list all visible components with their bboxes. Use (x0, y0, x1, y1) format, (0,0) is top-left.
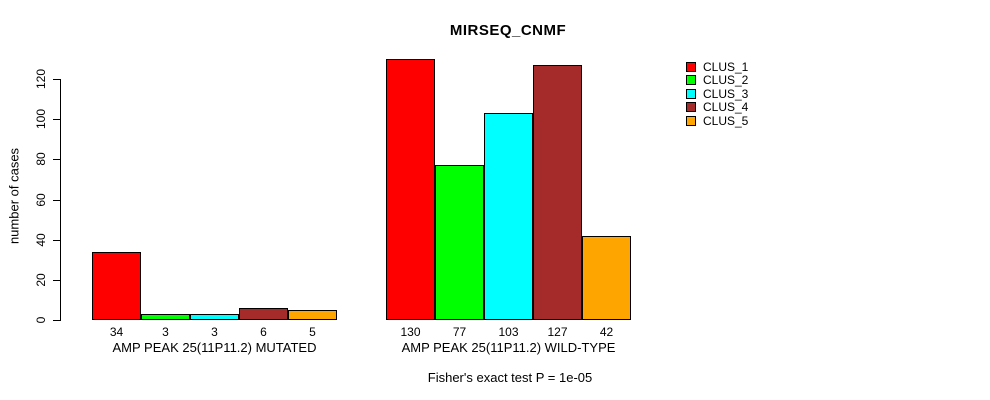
bar-value-label: 3 (211, 325, 218, 339)
y-tick-mark (53, 119, 60, 120)
bar-value-label: 3 (162, 325, 169, 339)
y-tick-label: 0 (34, 316, 48, 324)
bar-clus_1-group2 (386, 59, 435, 320)
bar-clus_5-group1 (288, 310, 337, 320)
y-axis-line (60, 79, 61, 321)
bar-clus_5-group2 (582, 236, 631, 320)
bar-clus_4-group1 (239, 308, 288, 320)
fisher-test-caption: Fisher's exact test P = 1e-05 (427, 370, 593, 385)
legend-label: CLUS_4 (703, 100, 749, 115)
y-tick-label: 20 (34, 273, 48, 287)
y-tick-mark (53, 240, 60, 241)
bar-clus_3-group1 (190, 314, 239, 320)
y-tick-mark (53, 280, 60, 281)
bar-value-label: 6 (260, 325, 267, 339)
legend-label: CLUS_1 (703, 60, 749, 74)
legend-label: CLUS_3 (703, 86, 749, 101)
group-label: AMP PEAK 25(11P11.2) WILD-TYPE (401, 340, 616, 355)
y-tick-label: 40 (34, 233, 48, 247)
bar-clus_2-group2 (435, 165, 484, 320)
y-tick-mark (53, 200, 60, 201)
bar-clus_2-group1 (141, 314, 190, 320)
bar-clus_1-group1 (92, 252, 141, 320)
y-tick-mark (53, 79, 60, 80)
legend-swatch-icon (686, 115, 696, 126)
bar-value-label: 5 (309, 325, 316, 339)
legend-swatch-icon (686, 75, 696, 86)
y-axis-title: number of cases (6, 147, 22, 245)
y-tick-label: 100 (34, 108, 48, 130)
y-tick-label: 120 (34, 68, 48, 90)
y-tick-mark (53, 159, 60, 160)
chart-title: MIRSEQ_CNMF (449, 22, 567, 39)
bar-clus_4-group2 (533, 65, 582, 320)
bar-value-label: 130 (400, 325, 421, 339)
bar-value-label: 42 (599, 325, 614, 339)
y-tick-label: 80 (34, 152, 48, 166)
bar-value-label: 103 (498, 325, 519, 339)
bar-value-label: 127 (547, 325, 568, 339)
bar-value-label: 77 (452, 325, 467, 339)
bar-value-label: 34 (109, 325, 124, 339)
group-label: AMP PEAK 25(11P11.2) MUTATED (112, 340, 317, 355)
legend-label: CLUS_2 (703, 73, 749, 88)
bar-clus_3-group2 (484, 113, 533, 320)
legend-label: CLUS_5 (703, 113, 749, 128)
legend-swatch-icon (686, 102, 696, 113)
y-tick-label: 60 (34, 193, 48, 207)
legend-swatch-icon (686, 62, 696, 72)
legend-swatch-icon (686, 88, 696, 99)
y-tick-mark (53, 320, 60, 321)
